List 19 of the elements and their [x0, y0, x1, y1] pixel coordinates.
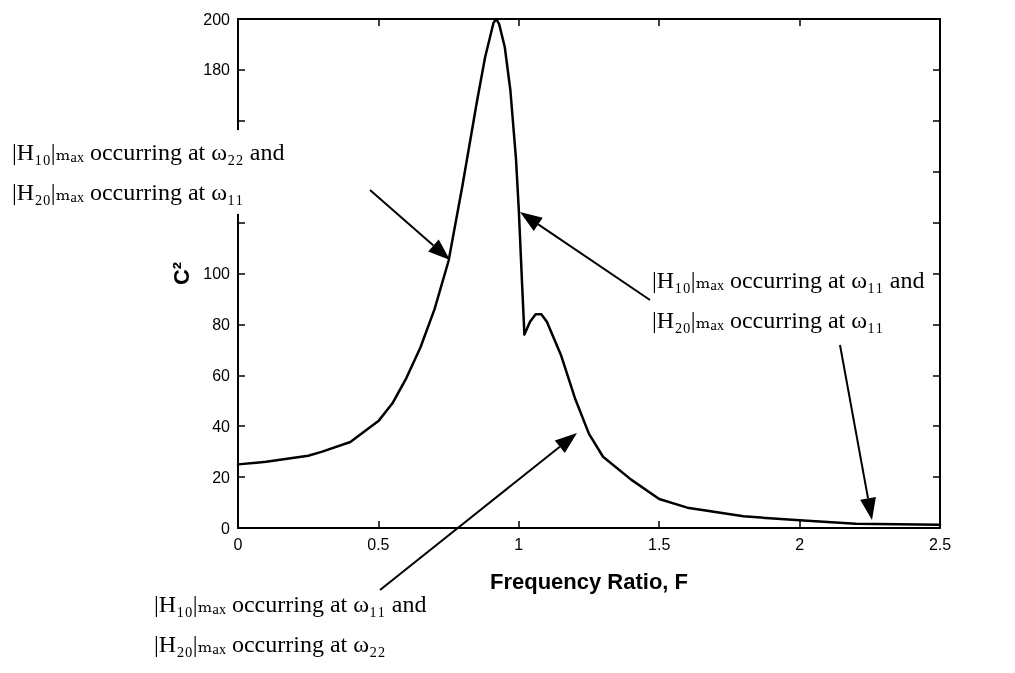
y-tick-label: 180: [203, 61, 231, 79]
y-tick-label: 20: [212, 468, 231, 486]
annotation: |H₁₀|ₘₐₓ occurring at ω₁₁ and |H₂₀|ₘₐₓ occurring at ω₁₁: [652, 267, 925, 333]
x-tick-label: 2: [795, 535, 805, 553]
y-tick-label: 200: [203, 10, 231, 28]
x-tick-label: 1: [514, 535, 524, 553]
x-tick-label: 1.5: [648, 535, 671, 553]
y-tick-label: 40: [212, 417, 231, 435]
y-tick-label: 0: [221, 519, 231, 537]
y-tick-label: 100: [203, 265, 231, 282]
x-tick-label: 0.5: [367, 535, 390, 553]
text: |H₁₀|ₘₐₓ occurring at ω₁₁ and |H₂₀|ₘₐₓ occurring at ω₂₂: [154, 591, 427, 657]
y-tick-label: 60: [212, 366, 231, 384]
annotation: |H₁₀|ₘₐₓ occurring at ω₂₂ and |H₂₀|ₘₐₓ occurring at ω₁₁: [12, 139, 285, 205]
y-axis-title: C²: [168, 261, 194, 286]
x-axis-title: Frequency Ratio, F: [489, 568, 689, 594]
x-tick-label: 0: [233, 535, 243, 553]
x-tick-label: 2.5: [928, 535, 952, 553]
y-tick-label: 80: [212, 315, 231, 333]
